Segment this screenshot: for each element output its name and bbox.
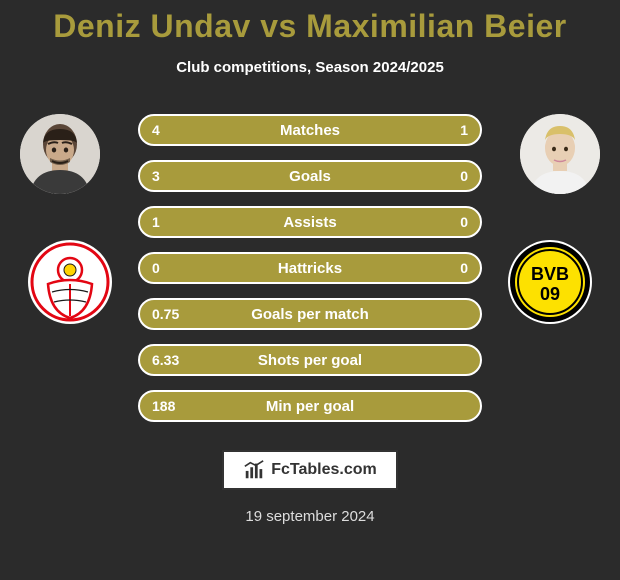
chart-icon — [243, 459, 265, 481]
stat-value-left: 188 — [152, 398, 175, 414]
stat-row: 1 Assists 0 — [138, 206, 482, 238]
stat-label: Goals — [140, 168, 480, 185]
date-text: 19 september 2024 — [0, 508, 620, 525]
stat-label: Hattricks — [140, 260, 480, 277]
stat-value-right: 1 — [460, 122, 468, 138]
header: Deniz Undav vs Maximilian Beier Club com… — [0, 0, 620, 76]
stat-value-right: 0 — [460, 168, 468, 184]
stat-row: 3 Goals 0 — [138, 160, 482, 192]
stat-value-left: 4 — [152, 122, 160, 138]
stat-label: Goals per match — [140, 306, 480, 323]
stat-value-left: 1 — [152, 214, 160, 230]
source-logo: FcTables.com — [222, 450, 398, 490]
stat-row: 0.75 Goals per match — [138, 298, 482, 330]
avatar-silhouette-icon — [520, 114, 600, 194]
subtitle: Club competitions, Season 2024/2025 — [0, 59, 620, 76]
stat-value-left: 0.75 — [152, 306, 179, 322]
page-title: Deniz Undav vs Maximilian Beier — [0, 8, 620, 45]
club-crest-icon — [28, 240, 112, 324]
club-left-badge — [28, 240, 112, 324]
stat-label: Matches — [140, 122, 480, 139]
stat-row: 0 Hattricks 0 — [138, 252, 482, 284]
stat-value-left: 0 — [152, 260, 160, 276]
comparison-main: BVB 09 4 Matches 1 3 Goals 0 1 Assists 0… — [0, 114, 620, 525]
stat-label: Min per goal — [140, 398, 480, 415]
club-crest-icon: BVB 09 — [508, 240, 592, 324]
svg-text:09: 09 — [540, 284, 560, 304]
logo-text: FcTables.com — [271, 461, 377, 479]
stat-label: Shots per goal — [140, 352, 480, 369]
svg-text:BVB: BVB — [531, 264, 569, 284]
stat-value-right: 0 — [460, 260, 468, 276]
stat-value-left: 3 — [152, 168, 160, 184]
player-right-avatar — [520, 114, 600, 194]
stat-row: 6.33 Shots per goal — [138, 344, 482, 376]
stat-bars: 4 Matches 1 3 Goals 0 1 Assists 0 0 Hatt… — [138, 114, 482, 422]
stat-label: Assists — [140, 214, 480, 231]
player-left-avatar — [20, 114, 100, 194]
stat-row: 188 Min per goal — [138, 390, 482, 422]
stat-value-left: 6.33 — [152, 352, 179, 368]
stat-row: 4 Matches 1 — [138, 114, 482, 146]
avatar-silhouette-icon — [20, 114, 100, 194]
club-right-badge: BVB 09 — [508, 240, 592, 324]
stat-value-right: 0 — [460, 214, 468, 230]
